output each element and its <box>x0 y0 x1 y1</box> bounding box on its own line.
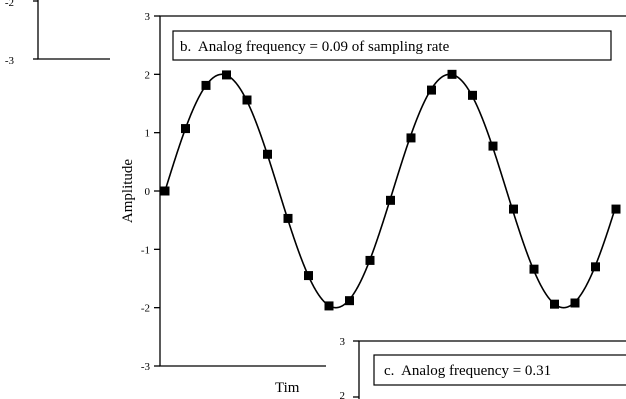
panel-b: 3 2 1 0 -1 -2 -3 Amplitude b. Analog frequency… <box>120 11 626 396</box>
panel-b-sample-point <box>550 299 559 309</box>
panel-b-ytick-label: 1 <box>145 128 151 140</box>
panel-b-title-box <box>172 30 612 61</box>
panel-a-ytick-label: -2 <box>5 0 14 9</box>
panel-b-xlabel: Tim <box>275 380 300 396</box>
panel-c-ytick-label: 2 <box>340 390 346 399</box>
panel-b-sample-point <box>201 80 211 90</box>
panel-c: 3 2 c. Analog frequency = 0.31 <box>328 330 626 399</box>
panel-b-sample-point <box>406 133 416 143</box>
panel-b-sample-point <box>160 186 170 196</box>
panel-b-sample-point <box>529 264 539 274</box>
panel-b-sample-point <box>570 298 580 308</box>
panel-c-ytick-label: 3 <box>340 336 346 348</box>
panel-b-sample-point <box>324 301 334 311</box>
panel-b-title: b. Analog frequency = 0.09 of sampling r… <box>180 39 450 55</box>
panel-a: -2 -3 <box>5 0 110 67</box>
panel-b-sample-point <box>365 255 375 265</box>
panel-b-ytick-label: -3 <box>141 361 151 373</box>
panel-b-sample-point <box>509 204 518 214</box>
panel-b-sample-point <box>488 141 498 151</box>
panel-b-ytick-label: -2 <box>141 303 150 315</box>
panel-a-axes <box>37 0 110 60</box>
panel-b-sample-point <box>222 70 231 80</box>
panel-b-ytick-label: 2 <box>145 69 151 81</box>
panel-b-ylabel: Amplitude <box>120 159 136 224</box>
panel-b-sample-point <box>468 90 477 100</box>
panel-c-title: c. Analog frequency = 0.31 <box>384 363 551 379</box>
panel-b-ytick-label: -1 <box>141 244 150 256</box>
panel-b-sample-point <box>263 149 272 159</box>
panel-b-sample-points <box>160 69 621 311</box>
panel-b-sample-point <box>611 204 621 214</box>
panel-b-sample-point <box>447 69 457 79</box>
panel-b-sample-point <box>304 271 313 281</box>
panel-b-sample-point <box>181 124 190 134</box>
panel-b-sample-point <box>427 85 436 95</box>
panel-b-sample-point <box>386 195 395 205</box>
panel-b-sample-point <box>242 95 252 105</box>
panel-b-yticks: 3 2 1 0 -1 -2 -3 <box>141 11 160 373</box>
panel-b-sample-point <box>345 296 354 306</box>
panel-b-ytick-label: 3 <box>145 11 151 23</box>
panel-c-title-box <box>373 354 626 386</box>
panel-b-sample-point <box>591 262 600 272</box>
panel-b-sine-curve <box>164 73 617 309</box>
panel-a-ytick-label: -3 <box>5 55 15 67</box>
panel-b-ytick-label: 0 <box>145 186 151 198</box>
panel-b-sample-point <box>283 213 293 223</box>
